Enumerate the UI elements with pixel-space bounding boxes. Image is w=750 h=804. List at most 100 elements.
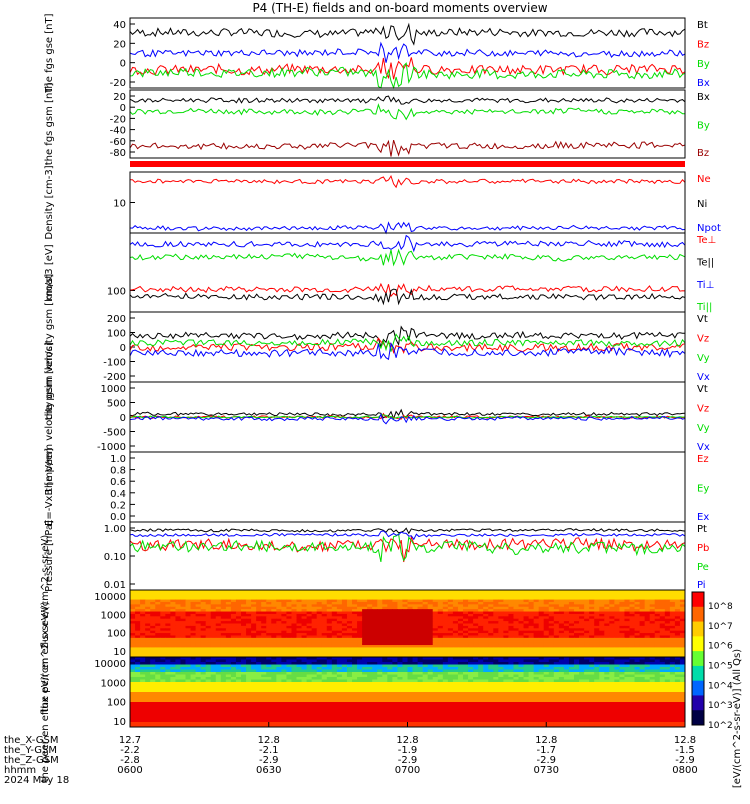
ytick-label: -80 bbox=[110, 148, 126, 159]
ytick-label: -200 bbox=[103, 372, 126, 383]
legend-Ez: Ez bbox=[697, 454, 709, 465]
panel-ylabel: the fgs gsm [nT] bbox=[44, 83, 55, 166]
panel-frame bbox=[130, 172, 685, 233]
legend-Vy: Vy bbox=[697, 423, 710, 434]
panel-3: Density [cm-3] 10 Ne Ni Npot bbox=[44, 165, 721, 239]
legend-Ne: Ne bbox=[697, 174, 711, 185]
legend-Bt: Bt bbox=[697, 20, 708, 31]
series-Bz bbox=[130, 140, 685, 156]
series-Bt bbox=[130, 25, 685, 45]
ytick-label: 500 bbox=[107, 399, 126, 410]
panel-ylabel: E=-VxB [mV/m] bbox=[44, 448, 55, 526]
legend-Te⊥: Te⊥ bbox=[696, 235, 716, 246]
panel-frame bbox=[130, 90, 685, 158]
ytick-label: -1000 bbox=[97, 442, 126, 453]
panel-1: the fgs gse [nT] 40 20 0 -20 Bt Bz By Bx bbox=[44, 13, 710, 92]
panel-2: the fgs gsm [nT] 200-20-40-60-80 Bx By Bz bbox=[44, 83, 710, 166]
ytick-label: 0 bbox=[120, 413, 126, 424]
ytick-label: 0.0 bbox=[110, 512, 126, 523]
legend-Ti⊥: Ti⊥ bbox=[696, 280, 714, 291]
ytick-label: 1000 bbox=[101, 678, 126, 689]
panel-frame bbox=[130, 233, 685, 312]
ytick-label: -500 bbox=[103, 428, 126, 439]
series-Te⊥ bbox=[130, 284, 685, 296]
panel-ylabel: the fgs gse [nT] bbox=[44, 13, 55, 92]
legend-Pt: Pt bbox=[697, 524, 707, 535]
ytick-label: 0.4 bbox=[110, 489, 126, 500]
ytick-label: 20 bbox=[113, 39, 126, 50]
ytick-label: 100 bbox=[107, 629, 126, 640]
legend-Vx: Vx bbox=[697, 372, 710, 383]
panel-frame bbox=[130, 522, 685, 590]
ytick-label: 0 bbox=[120, 343, 126, 354]
series-Pi bbox=[130, 531, 685, 539]
ytick-label: 1000 bbox=[101, 384, 126, 395]
legend-Bx: Bx bbox=[697, 92, 710, 103]
ytick-label: 10 bbox=[113, 717, 126, 728]
legend-Bz: Bz bbox=[697, 40, 709, 51]
panel-6: the peem velocity gsm [km/s]10005000-500… bbox=[44, 342, 710, 492]
legend-Vx: Vx bbox=[697, 442, 710, 453]
ytick-label: 1.00 bbox=[104, 524, 126, 535]
legend-Ey: Ey bbox=[697, 483, 709, 494]
ytick-label: 100 bbox=[107, 287, 126, 298]
series-Vx bbox=[130, 344, 685, 360]
legend-Ni: Ni bbox=[697, 199, 707, 210]
ytick-label: -20 bbox=[110, 78, 126, 89]
ytick-label: 10000 bbox=[94, 592, 126, 603]
panel-frame bbox=[130, 312, 685, 382]
series-Ne bbox=[130, 176, 685, 187]
ytick-label: 0.01 bbox=[104, 580, 126, 591]
series-Ti⊥ bbox=[130, 236, 685, 251]
ytick-label: 1000 bbox=[101, 610, 126, 621]
ytick-label: 0 bbox=[120, 59, 126, 70]
ytick-label: -100 bbox=[103, 358, 126, 369]
ytick-label: 100 bbox=[107, 698, 126, 709]
ytick-label: 10 bbox=[113, 199, 126, 210]
series-Pt bbox=[130, 528, 685, 533]
chart-title: P4 (TH-E) fields and on-board moments ov… bbox=[252, 1, 547, 15]
flag-bar bbox=[130, 161, 685, 167]
ytick-label: 20 bbox=[113, 92, 126, 103]
ytick-label: -20 bbox=[110, 114, 126, 125]
series-Ti|| bbox=[130, 250, 685, 265]
ytick-label: -40 bbox=[110, 126, 126, 137]
series-Npot bbox=[130, 223, 685, 233]
legend-Bx: Bx bbox=[697, 78, 710, 89]
ytick-label: -60 bbox=[110, 137, 126, 148]
series-By bbox=[130, 105, 685, 120]
panel-ylabel: Density [cm-3] bbox=[44, 165, 55, 239]
legend-Te||: Te|| bbox=[696, 258, 714, 269]
legend-Bz: Bz bbox=[697, 148, 709, 159]
legend-Vt: Vt bbox=[697, 314, 708, 325]
legend-Pb: Pb bbox=[697, 543, 709, 554]
legend-Pe: Pe bbox=[697, 562, 709, 573]
panel-7: E=-VxB [mV/m] 1.00.80.60.40.20.0 Ez Ey Ex bbox=[44, 448, 709, 526]
panel-frame bbox=[130, 452, 685, 522]
ytick-label: 40 bbox=[113, 20, 126, 31]
ytick-label: 0.2 bbox=[110, 500, 126, 511]
legend-Ti||: Ti|| bbox=[696, 302, 712, 313]
ytick-label: 1.0 bbox=[110, 454, 126, 465]
legend-Npot: Npot bbox=[697, 223, 721, 234]
legend-Pi: Pi bbox=[697, 580, 706, 591]
ytick-label: 0 bbox=[120, 103, 126, 114]
legend-Vt: Vt bbox=[697, 384, 708, 395]
legend-Vy: Vy bbox=[697, 353, 710, 364]
ytick-label: 10000 bbox=[94, 659, 126, 670]
series-Bx bbox=[130, 43, 685, 63]
ytick-label: 0.10 bbox=[104, 552, 126, 563]
ytick-label: 0.8 bbox=[110, 466, 126, 477]
legend-By: By bbox=[697, 120, 710, 131]
legend-Ex: Ex bbox=[697, 512, 709, 523]
legend-By: By bbox=[697, 59, 710, 70]
ytick-label: 0.6 bbox=[110, 477, 126, 488]
series-Vt bbox=[130, 327, 685, 347]
ytick-label: 100 bbox=[107, 329, 126, 340]
ytick-label: 200 bbox=[107, 314, 126, 325]
legend-Vz: Vz bbox=[697, 334, 709, 345]
